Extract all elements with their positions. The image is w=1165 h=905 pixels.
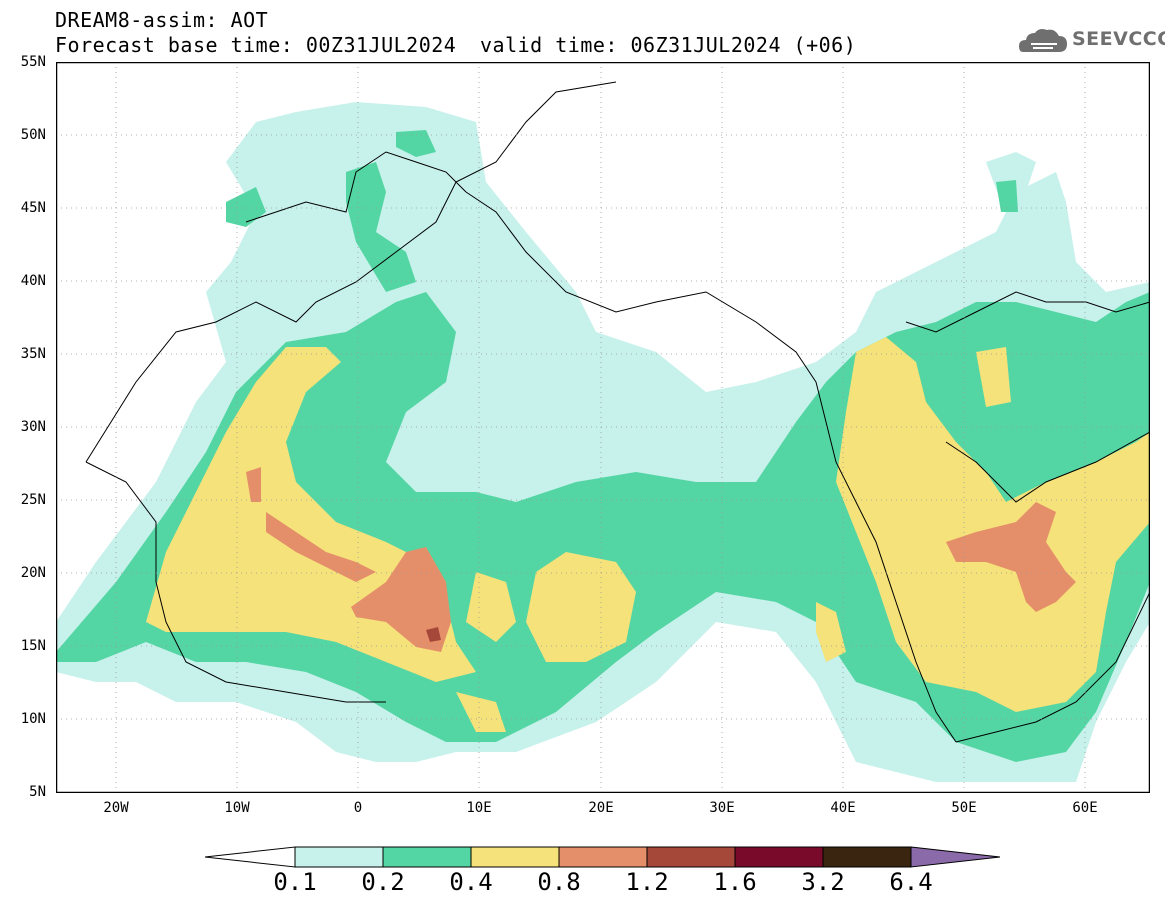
colorbar-label: 0.8 [537, 868, 581, 896]
colorbar-label: 1.2 [625, 868, 669, 896]
aot-map [56, 62, 1150, 793]
colorbar-low-arrow [205, 846, 296, 868]
colorbar-swatch-4 [646, 846, 736, 868]
colorbar-swatch-0 [294, 846, 384, 868]
lat-label: 40N [20, 273, 46, 289]
lon-label: 30E [709, 800, 735, 816]
colorbar-swatch-1 [382, 846, 472, 868]
colorbar-label: 3.2 [801, 868, 845, 896]
lat-label: 35N [20, 346, 46, 362]
valid-time: valid time: 06Z31JUL2024 (+06) [480, 33, 857, 57]
colorbar-swatch-6 [822, 846, 912, 868]
colorbar-swatch-3 [558, 846, 648, 868]
lon-label: 10W [224, 800, 250, 816]
lat-label: 10N [20, 711, 46, 727]
lon-label: 10E [466, 800, 492, 816]
colorbar-label: 0.4 [449, 868, 493, 896]
graticule [56, 62, 1150, 793]
colorbar-swatch-2 [470, 846, 560, 868]
lat-label: 25N [20, 492, 46, 508]
lon-label: 0 [353, 800, 363, 816]
lon-label: 20E [588, 800, 614, 816]
lon-label: 50E [951, 800, 977, 816]
lat-label: 50N [20, 127, 46, 143]
colorbar-swatch-5 [734, 846, 824, 868]
map-title: DREAM8-assim: AOT [55, 8, 269, 32]
colorbar [205, 846, 1000, 868]
lat-label: 5N [29, 784, 46, 800]
lat-label: 55N [20, 54, 46, 70]
forecast-base-time: Forecast base time: 00Z31JUL2024 [55, 33, 457, 57]
aot-layer-1.2 [426, 627, 441, 642]
lat-label: 15N [20, 638, 46, 654]
colorbar-label: 0.2 [361, 868, 405, 896]
coastlines [85, 81, 1150, 743]
lat-label: 20N [20, 565, 46, 581]
lat-label: 45N [20, 200, 46, 216]
lat-label: 30N [20, 419, 46, 435]
colorbar-high-arrow [910, 846, 1000, 868]
colorbar-label: 6.4 [889, 868, 933, 896]
logo-text: SEEVCCC [1072, 28, 1165, 50]
cloud-icon [1019, 29, 1067, 52]
colorbar-label: 0.1 [273, 868, 317, 896]
lon-label: 60E [1072, 800, 1098, 816]
lon-label: 20W [103, 800, 129, 816]
lon-label: 40E [830, 800, 856, 816]
colorbar-label: 1.6 [713, 868, 757, 896]
